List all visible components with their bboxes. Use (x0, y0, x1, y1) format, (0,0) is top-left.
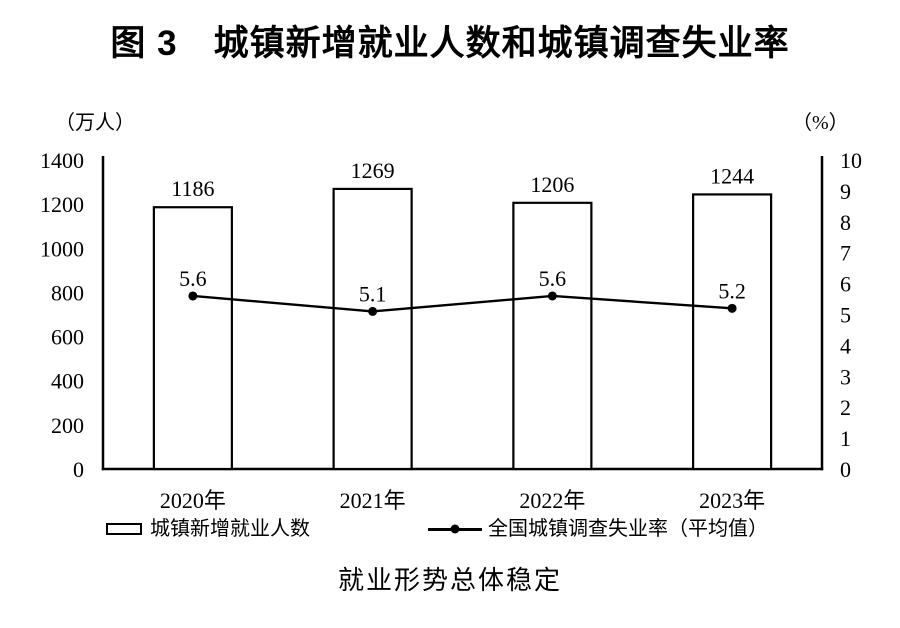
left-axis-tick-label: 400 (51, 369, 84, 394)
x-axis-label-2023年: 2023年 (699, 488, 765, 513)
line-dot-swatch-icon (428, 524, 482, 534)
bar-swatch-icon (106, 523, 142, 535)
x-axis-label-2020年: 2020年 (160, 488, 226, 513)
legend-label-line: 全国城镇调查失业率（平均值） (488, 518, 768, 540)
right-axis-tick-label: 10 (840, 148, 862, 173)
right-axis-unit-label: （%） (792, 112, 849, 134)
right-axis-tick-label: 0 (840, 457, 851, 482)
bar-2023年 (692, 193, 773, 471)
bar-value-label: 1269 (351, 158, 395, 183)
right-axis-tick-label: 9 (840, 179, 851, 204)
line-point-2023年 (727, 303, 737, 313)
right-axis-tick-label: 6 (840, 272, 851, 297)
line-point-2020年 (188, 291, 198, 301)
right-axis-tick-label: 2 (840, 395, 851, 420)
x-axis-label-2022年: 2022年 (519, 488, 585, 513)
bar-2021年 (332, 187, 413, 471)
legend-item-line: 全国城镇调查失业率（平均值） (428, 517, 768, 541)
chart-caption: 就业形势总体稳定 (337, 566, 562, 595)
line-point-2021年 (368, 306, 378, 316)
right-axis-tick-label: 4 (840, 333, 851, 358)
line-dot-swatch-dot (450, 524, 460, 534)
bar-2020年 (152, 206, 233, 471)
legend-label-bar: 城镇新增就业人数 (150, 518, 310, 540)
right-axis-tick-label: 8 (840, 210, 851, 235)
right-axis-tick-label: 7 (840, 241, 851, 266)
left-axis-tick-label: 1200 (40, 192, 84, 217)
left-axis-tick-label: 1400 (40, 148, 84, 173)
line-point-2022年 (547, 291, 557, 301)
left-axis-unit-label: （万人） (55, 112, 135, 134)
bar-value-label: 1186 (171, 176, 214, 201)
line-value-label: 5.6 (179, 266, 207, 291)
line-value-label: 5.2 (718, 278, 746, 303)
legend-item-bar: 城镇新增就业人数 (106, 517, 310, 541)
right-axis-tick-label: 3 (840, 364, 851, 389)
left-axis-tick-label: 200 (51, 413, 84, 438)
x-axis-label-2021年: 2021年 (340, 488, 406, 513)
left-axis-tick-label: 800 (51, 280, 84, 305)
chart-legend: 城镇新增就业人数 全国城镇调查失业率（平均值） (0, 517, 900, 541)
chart-title: 图 3 城镇新增就业人数和城镇调查失业率 (110, 24, 790, 63)
bar-value-label: 1206 (530, 172, 574, 197)
line-value-label: 5.6 (539, 266, 567, 291)
bar-2022年 (512, 201, 593, 471)
bar-value-label: 1244 (710, 163, 754, 188)
left-axis-tick-label: 0 (73, 457, 84, 482)
line-value-label: 5.1 (359, 281, 387, 306)
unemployment-rate-line (192, 294, 733, 313)
left-axis-tick-label: 600 (51, 325, 84, 350)
left-axis-tick-label: 1000 (40, 236, 84, 261)
right-axis-tick-label: 5 (840, 303, 851, 328)
right-axis-tick-label: 1 (840, 426, 851, 451)
